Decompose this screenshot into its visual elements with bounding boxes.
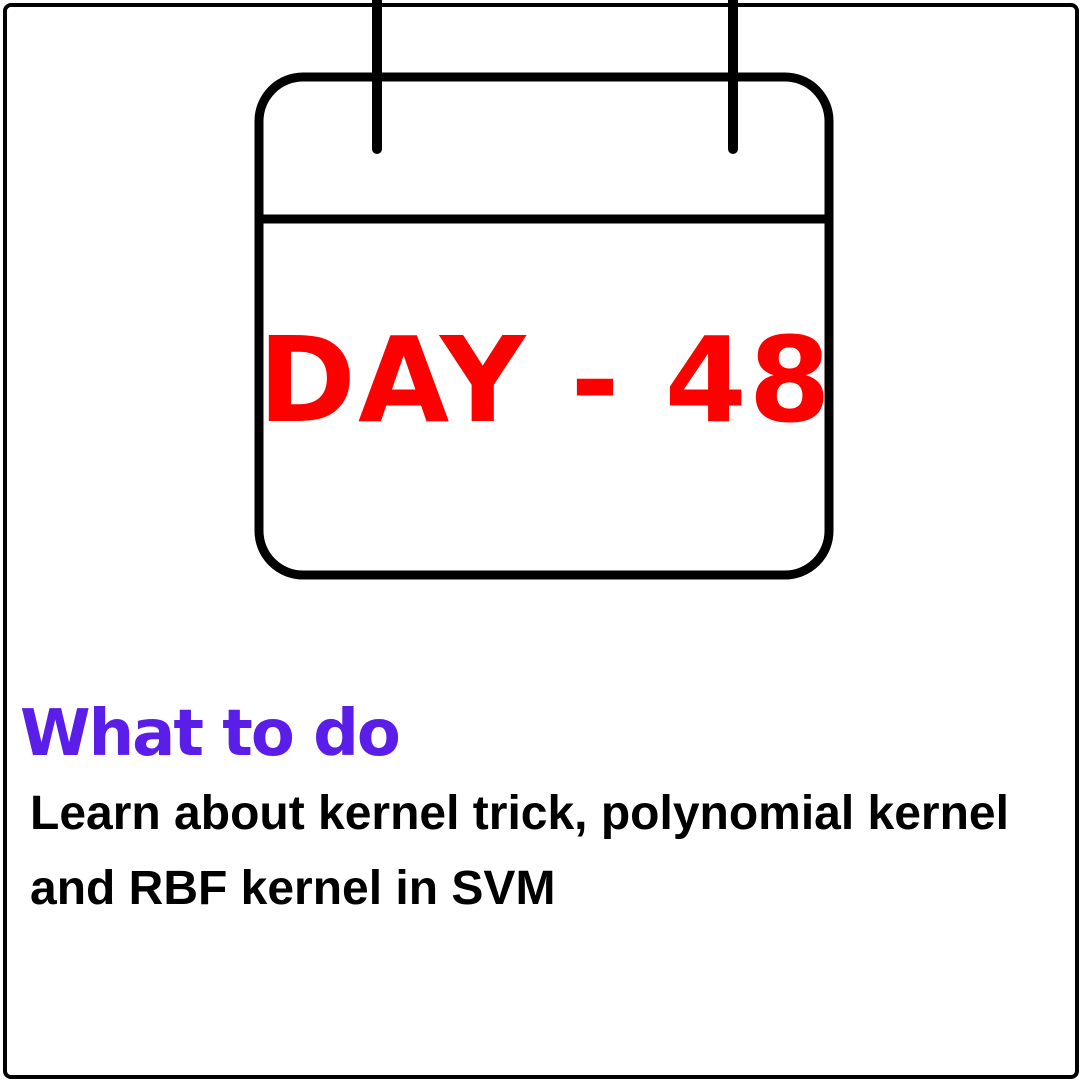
page-frame xyxy=(3,3,1079,1079)
calendar-body xyxy=(254,72,834,580)
task-description: Learn about kernel trick, polynomial ker… xyxy=(30,787,1009,915)
day-label: DAY - 48 xyxy=(258,311,833,449)
calendar-icon xyxy=(254,0,834,580)
section-heading: What to do xyxy=(20,697,401,771)
